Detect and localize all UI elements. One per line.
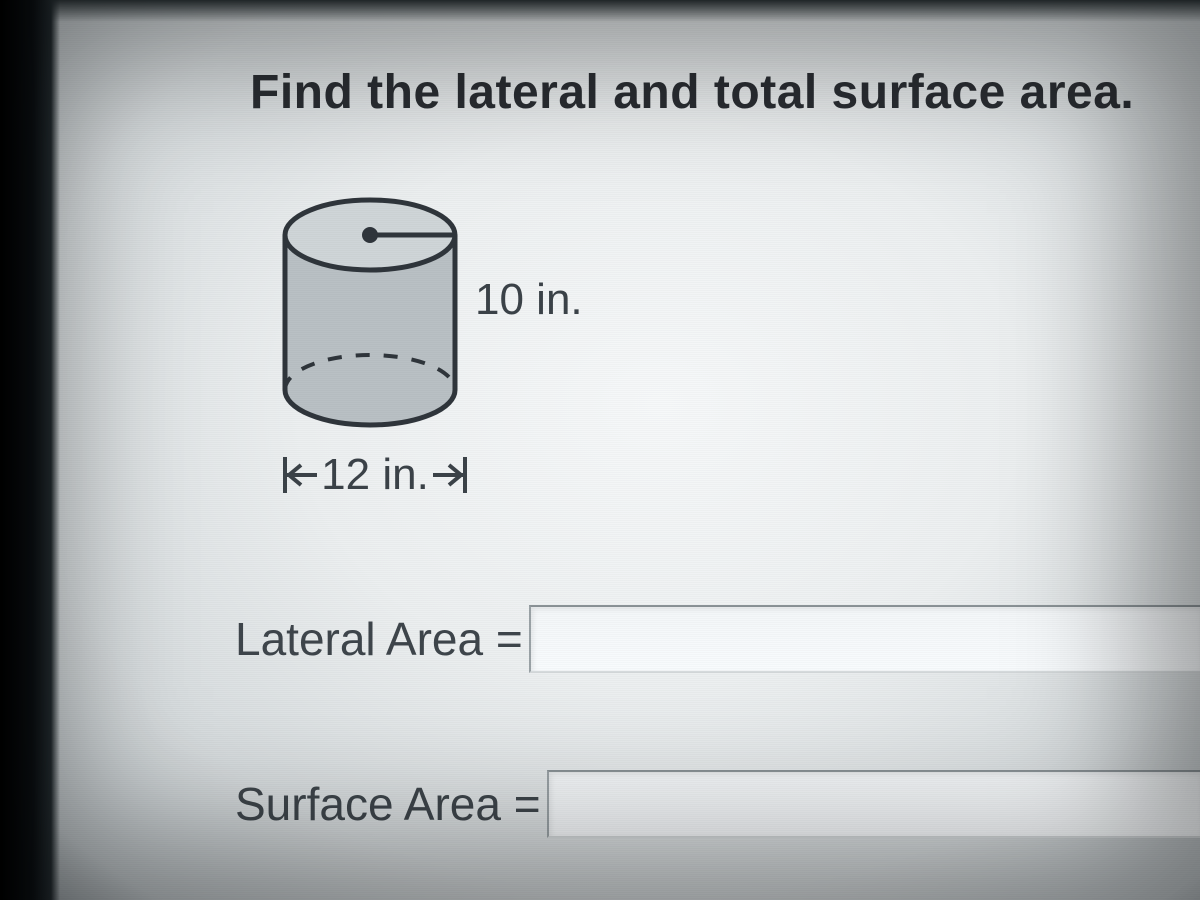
lateral-area-label: Lateral Area = [235,612,523,666]
lateral-area-row: Lateral Area = [235,605,1200,673]
dimension-arrow-right-icon [431,453,469,497]
screen-photo: Find the lateral and total surface area. [0,0,1200,900]
diameter-dimension: 12 in. [255,445,495,505]
surface-area-input[interactable] [547,770,1200,838]
lateral-area-input[interactable] [529,605,1200,673]
question-panel: Find the lateral and total surface area. [0,0,1200,900]
height-label: 10 in. [475,275,583,325]
diameter-label: 12 in. [321,450,429,500]
monitor-bezel-top [0,0,1200,22]
cylinder-figure [270,180,470,460]
surface-area-row: Surface Area = [235,770,1200,838]
surface-area-label: Surface Area = [235,777,541,831]
question-prompt: Find the lateral and total surface area. [250,65,1134,120]
cylinder-svg [270,180,470,460]
monitor-bezel-left [0,0,60,900]
dimension-arrow-left-icon [281,453,319,497]
